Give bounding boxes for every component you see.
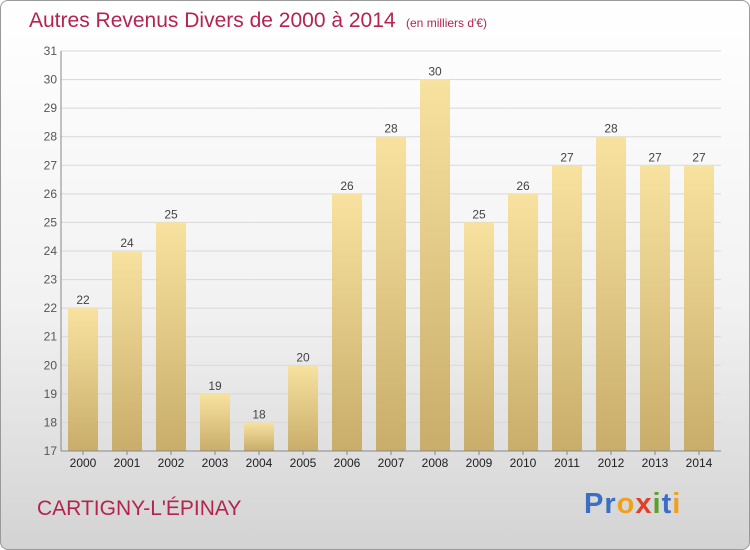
y-tick-label: 18 xyxy=(44,415,58,429)
data-label: 18 xyxy=(252,407,266,421)
x-tick-label: 2010 xyxy=(510,456,537,470)
bar xyxy=(552,165,582,452)
data-label: 27 xyxy=(560,150,574,164)
x-tick-label: 2005 xyxy=(290,456,317,470)
bar xyxy=(200,393,230,451)
y-tick-label: 29 xyxy=(44,101,58,115)
logo-letter: t xyxy=(661,488,673,520)
data-label: 20 xyxy=(296,350,310,364)
data-label: 25 xyxy=(472,207,486,221)
data-label: 28 xyxy=(604,122,618,136)
x-tick-label: 2003 xyxy=(202,456,229,470)
x-tick-label: 2002 xyxy=(158,456,185,470)
bar xyxy=(684,165,714,452)
logo-letter: x xyxy=(635,488,653,520)
x-tick-label: 2013 xyxy=(642,456,669,470)
y-tick-label: 27 xyxy=(44,158,58,172)
x-tick-label: 2011 xyxy=(554,456,580,470)
bar xyxy=(640,165,670,452)
x-tick-label: 2008 xyxy=(422,456,449,470)
logo-letter: r xyxy=(604,488,617,520)
data-label: 19 xyxy=(208,379,222,393)
data-label: 25 xyxy=(164,207,178,221)
y-tick-label: 24 xyxy=(44,244,58,258)
x-tick-label: 2009 xyxy=(466,456,493,470)
data-label: 28 xyxy=(384,122,398,136)
y-tick-label: 28 xyxy=(44,130,58,144)
chart-unit: (en milliers d'€) xyxy=(406,16,487,30)
data-label: 27 xyxy=(648,150,662,164)
y-tick-label: 25 xyxy=(44,215,58,229)
y-tick-label: 17 xyxy=(44,444,58,458)
proxiti-logo: Proxiti xyxy=(584,488,681,521)
x-tick-label: 2001 xyxy=(114,456,141,470)
data-label: 27 xyxy=(692,150,706,164)
x-tick-label: 2006 xyxy=(334,456,361,470)
bar xyxy=(156,222,186,451)
bar xyxy=(508,193,538,451)
bar xyxy=(112,251,142,451)
x-tick-label: 2012 xyxy=(598,456,625,470)
bar xyxy=(244,422,274,451)
bar xyxy=(68,308,98,451)
x-tick-label: 2004 xyxy=(246,456,273,470)
title-row: Autres Revenus Divers de 2000 à 2014 (en… xyxy=(29,9,487,33)
x-tick-label: 2007 xyxy=(378,456,405,470)
y-tick-label: 19 xyxy=(44,387,58,401)
data-label: 26 xyxy=(516,179,530,193)
y-tick-label: 21 xyxy=(44,330,58,344)
logo-letter: i xyxy=(652,488,662,520)
logo-letter: P xyxy=(584,488,605,520)
bar xyxy=(288,365,318,451)
chart-title: Autres Revenus Divers de 2000 à 2014 xyxy=(29,9,396,32)
x-tick-label: 2014 xyxy=(686,456,713,470)
data-label: 22 xyxy=(76,293,90,307)
bar xyxy=(376,136,406,451)
y-tick-label: 20 xyxy=(44,358,58,372)
bar xyxy=(464,222,494,451)
y-tick-label: 31 xyxy=(44,44,58,58)
commune-name: CARTIGNY-L'ÉPINAY xyxy=(37,497,242,520)
y-tick-label: 23 xyxy=(44,273,58,287)
y-tick-label: 30 xyxy=(44,73,58,87)
bar xyxy=(596,136,626,451)
logo-letter: o xyxy=(616,488,636,520)
logo-letter: i xyxy=(672,488,682,520)
y-tick-label: 22 xyxy=(44,301,58,315)
data-label: 24 xyxy=(120,236,134,250)
bar xyxy=(332,193,362,451)
x-tick-label: 2000 xyxy=(70,456,97,470)
bar xyxy=(420,79,450,452)
y-tick-label: 26 xyxy=(44,187,58,201)
data-label: 26 xyxy=(340,179,354,193)
data-label: 30 xyxy=(428,65,442,79)
